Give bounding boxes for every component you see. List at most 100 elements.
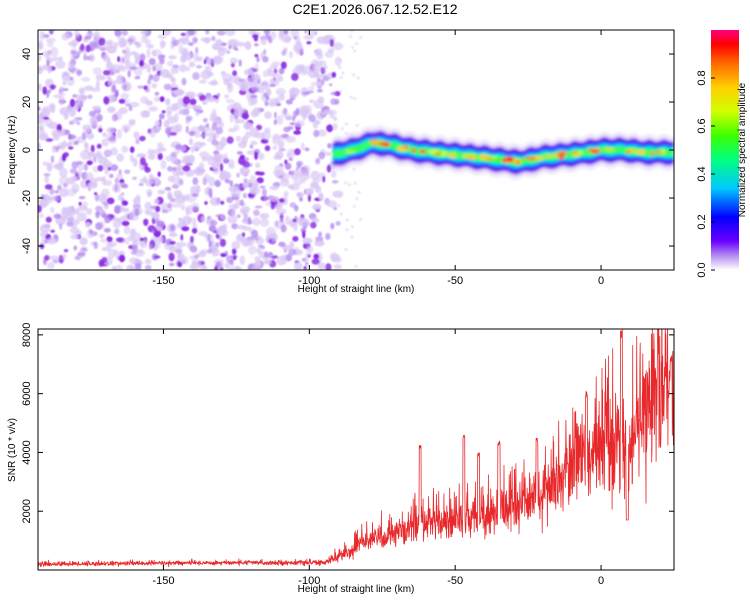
spectrogram-noise-speck bbox=[340, 127, 344, 131]
spectrogram-noise-speck bbox=[226, 136, 234, 144]
spectrogram-noise-speck bbox=[180, 32, 186, 37]
spectrogram-noise-speck bbox=[165, 155, 173, 162]
spectrogram-y-tick-label: -40 bbox=[21, 238, 33, 254]
spectrogram-noise-speck bbox=[251, 86, 259, 93]
spectrogram-noise-speck bbox=[135, 41, 142, 49]
spectrogram-noise-speck bbox=[289, 87, 298, 96]
signal-band-hotspot bbox=[479, 154, 487, 159]
spectrogram-noise-speck bbox=[38, 124, 45, 131]
spectrogram-noise-speck bbox=[49, 30, 55, 33]
spectrogram-noise-speck bbox=[209, 117, 217, 122]
spectrogram-noise-speck bbox=[237, 214, 241, 219]
spectrogram-noise-speck bbox=[315, 48, 323, 56]
spectrogram-noise-speck bbox=[317, 262, 326, 270]
spectrogram-noise-speck bbox=[303, 266, 307, 270]
spectrogram-noise-speck bbox=[73, 208, 80, 215]
spectrogram-noise-speck bbox=[267, 251, 274, 259]
spectrogram-noise-speck bbox=[76, 69, 83, 76]
spectrogram-noise-speck bbox=[168, 55, 177, 60]
spectrogram-noise-speck bbox=[188, 138, 194, 146]
spectrogram-noise-speck bbox=[345, 228, 349, 232]
spectrogram-noise-speck bbox=[205, 30, 210, 35]
spectrogram-noise-speck bbox=[249, 144, 254, 149]
spectrogram-noise-speck bbox=[185, 125, 189, 134]
spectrogram-noise-speck bbox=[191, 227, 198, 234]
spectrogram-noise-speck bbox=[88, 53, 96, 62]
spectrogram-noise-speck bbox=[169, 262, 175, 267]
spectrogram-noise-speck bbox=[353, 97, 356, 100]
spectrogram-noise-speck bbox=[128, 119, 136, 124]
spectrogram-noise-speck bbox=[108, 136, 117, 142]
spectrogram-noise-speck bbox=[170, 202, 182, 208]
spectrogram-noise-speck bbox=[191, 217, 197, 225]
spectrogram-noise-speck bbox=[350, 235, 354, 239]
spectrogram-noise-speck bbox=[192, 36, 198, 44]
spectrogram-noise-speck bbox=[307, 254, 311, 258]
spectrogram-noise-speck bbox=[113, 249, 119, 257]
snr-x-tick-label: 0 bbox=[598, 575, 604, 587]
spectrogram-noise-speck bbox=[53, 163, 64, 170]
spectrogram-noise-speck bbox=[325, 151, 332, 156]
spectrogram-noise-speck bbox=[333, 264, 342, 270]
spectrogram-noise-speck bbox=[252, 217, 261, 227]
spectrogram-noise-speck bbox=[114, 206, 120, 214]
spectrogram-noise-speck bbox=[302, 230, 306, 239]
spectrogram-noise-speck bbox=[155, 205, 161, 213]
spectrogram-noise-speck bbox=[169, 241, 176, 245]
spectrogram-noise-speck bbox=[190, 145, 196, 153]
spectrogram-noise-speck bbox=[47, 89, 52, 94]
spectrogram-noise-speck bbox=[43, 173, 51, 177]
spectrogram-noise-speck bbox=[214, 179, 221, 188]
spectrogram-noise-speck bbox=[199, 94, 206, 102]
spectrogram-noise-speck bbox=[137, 85, 145, 89]
spectrogram-noise-speck bbox=[198, 79, 207, 84]
spectrogram-noise-speck bbox=[238, 59, 242, 67]
spectrogram-noise-speck bbox=[316, 111, 325, 120]
spectrogram-noise-speck bbox=[144, 201, 152, 210]
spectrogram-noise-speck bbox=[339, 212, 343, 216]
spectrogram-noise-speck bbox=[259, 213, 270, 219]
spectrogram-noise-speck bbox=[44, 184, 53, 190]
spectrogram-noise-speck bbox=[147, 153, 156, 160]
spectrogram-noise-speck bbox=[76, 160, 83, 166]
spectrogram-noise-speck bbox=[98, 37, 106, 46]
spectrogram-noise-speck bbox=[329, 38, 334, 48]
spectrogram-noise-speck bbox=[255, 162, 261, 169]
spectrogram-noise-speck bbox=[130, 250, 137, 256]
colorbar-ticks: 0.0 0.2 0.4 0.6 0.8 bbox=[696, 70, 715, 278]
colorbar-tick-label: 0.2 bbox=[696, 214, 708, 229]
spectrogram-noise-speck bbox=[42, 161, 49, 166]
spectrogram-noise-speck bbox=[326, 124, 334, 133]
spectrogram-noise-speck bbox=[116, 153, 124, 162]
spectrogram-noise-speck bbox=[47, 64, 52, 74]
spectrogram-noise-speck bbox=[139, 237, 145, 242]
spectrogram-noise-speck bbox=[59, 91, 66, 97]
spectrogram-noise-speck bbox=[271, 255, 279, 259]
spectrogram-noise-speck bbox=[310, 221, 317, 229]
spectrogram-noise-speck bbox=[121, 200, 129, 206]
spectrogram-noise-speck bbox=[285, 99, 293, 105]
spectrogram-noise-speck bbox=[135, 249, 144, 254]
spectrogram-noise-speck bbox=[287, 184, 295, 190]
spectrogram-noise-speck bbox=[84, 172, 94, 182]
spectrogram-noise-speck bbox=[58, 96, 65, 106]
spectrogram-noise-speck bbox=[146, 188, 153, 198]
spectrogram-noise-speck bbox=[299, 197, 303, 202]
spectrogram-noise-speck bbox=[292, 236, 299, 242]
spectrogram-noise-speck bbox=[107, 76, 113, 87]
spectrogram-noise-speck bbox=[240, 79, 246, 90]
spectrogram-noise-speck bbox=[317, 129, 327, 137]
spectrogram-noise-speck bbox=[132, 244, 138, 252]
spectrogram-noise-speck bbox=[103, 96, 110, 105]
spectrogram-noise-speck bbox=[160, 40, 165, 49]
signal-band-hotspot bbox=[448, 153, 457, 158]
spectrogram-noise-speck bbox=[280, 217, 284, 223]
spectrogram-noise-speck bbox=[257, 171, 265, 176]
spectrogram-noise-speck bbox=[329, 83, 333, 87]
spectrogram-noise-speck bbox=[250, 141, 258, 145]
spectrogram-noise-speck bbox=[211, 78, 218, 86]
spectrogram-noise-speck bbox=[304, 104, 312, 113]
spectrogram-noise-speck bbox=[226, 50, 231, 54]
spectrogram-panel: -150 -100 -50 0 -40 -20 0 20 40 Height of strai… bbox=[7, 29, 675, 295]
spectrogram-noise-speck bbox=[46, 162, 53, 172]
